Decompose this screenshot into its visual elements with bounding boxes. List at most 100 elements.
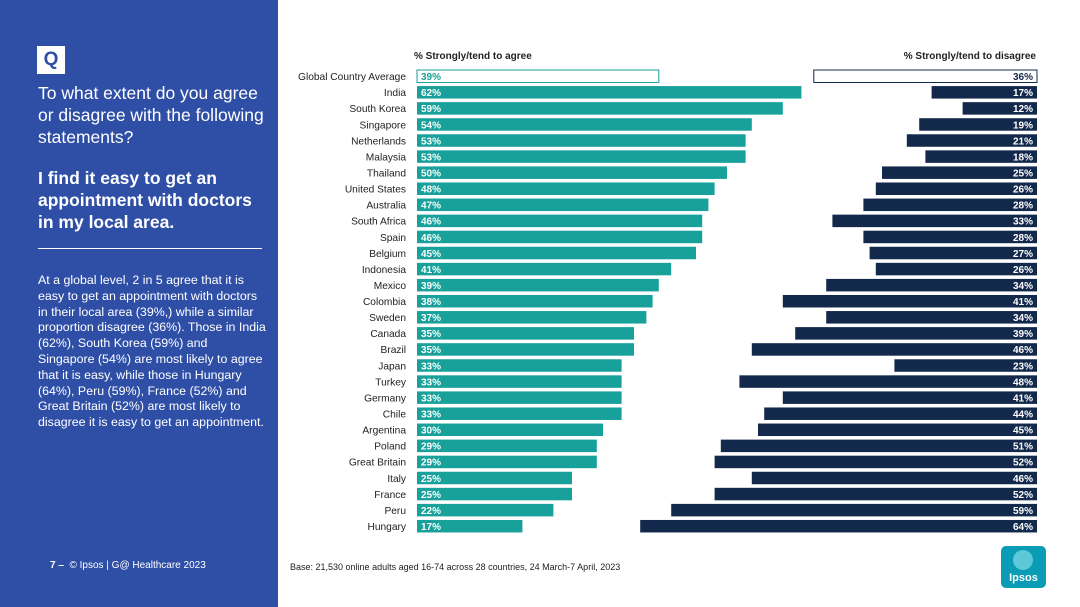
agree-value-label: 53% bbox=[421, 152, 441, 163]
question-text: To what extent do you agree or disagree … bbox=[38, 83, 264, 147]
disagree-value-label: 44% bbox=[1013, 410, 1033, 421]
disagree-bar bbox=[720, 439, 1037, 453]
agree-value-label: 46% bbox=[421, 217, 441, 228]
agree-bar bbox=[417, 118, 752, 131]
category-label: Singapore bbox=[360, 120, 407, 131]
agree-value-label: 25% bbox=[421, 474, 441, 485]
agree-bar bbox=[417, 519, 523, 533]
category-label: Japan bbox=[378, 361, 406, 372]
disagree-bar bbox=[894, 359, 1037, 372]
category-label: Indonesia bbox=[362, 265, 407, 276]
category-label: Italy bbox=[387, 474, 407, 485]
category-label: Great Britain bbox=[349, 458, 406, 469]
category-label: Germany bbox=[364, 393, 407, 404]
disagree-value-label: 19% bbox=[1013, 120, 1033, 131]
agree-header: % Strongly/tend to agree bbox=[414, 51, 532, 62]
summary-text: At a global level, 2 in 5 agree that it … bbox=[38, 273, 266, 430]
agree-value-label: 17% bbox=[421, 522, 441, 533]
disagree-bar bbox=[875, 182, 1037, 195]
category-label: Turkey bbox=[375, 377, 407, 388]
agree-value-label: 29% bbox=[421, 458, 441, 469]
agree-bar bbox=[417, 375, 622, 388]
category-label: India bbox=[384, 88, 406, 99]
category-label: Brazil bbox=[381, 345, 406, 356]
disagree-bar bbox=[906, 134, 1037, 147]
disagree-value-label: 25% bbox=[1013, 168, 1033, 179]
agree-value-label: 30% bbox=[421, 426, 441, 437]
disagree-value-label: 52% bbox=[1013, 458, 1033, 469]
agree-value-label: 62% bbox=[421, 88, 441, 99]
disagree-bar bbox=[782, 294, 1037, 308]
disagree-value-label: 34% bbox=[1013, 313, 1033, 324]
agree-bar bbox=[417, 214, 703, 228]
category-label: South Africa bbox=[351, 217, 406, 228]
agree-value-label: 33% bbox=[421, 393, 441, 404]
agree-bar bbox=[417, 407, 622, 420]
category-label: Argentina bbox=[362, 426, 406, 437]
base-note: Base: 21,530 online adults aged 16-74 ac… bbox=[290, 562, 621, 572]
category-label: Chile bbox=[383, 410, 407, 421]
agree-bar bbox=[417, 182, 715, 195]
disagree-bar bbox=[826, 311, 1037, 324]
footer-left: 7 – © Ipsos | G@ Healthcare 2023 bbox=[50, 560, 206, 571]
agree-bar bbox=[417, 471, 572, 485]
agree-bar bbox=[417, 262, 672, 276]
agree-value-label: 33% bbox=[421, 377, 441, 388]
disagree-bar bbox=[863, 230, 1037, 244]
disagree-bar bbox=[764, 407, 1037, 420]
agree-bar bbox=[417, 327, 634, 340]
disagree-bar bbox=[813, 69, 1038, 83]
agree-bar bbox=[416, 69, 660, 83]
agree-bar bbox=[417, 423, 603, 437]
disagree-bar bbox=[931, 86, 1037, 99]
disagree-value-label: 34% bbox=[1013, 281, 1033, 292]
agree-bar bbox=[417, 134, 746, 147]
disagree-value-label: 46% bbox=[1013, 474, 1033, 485]
agree-value-label: 29% bbox=[421, 442, 441, 453]
agree-bar bbox=[417, 246, 696, 260]
disagree-bar bbox=[751, 471, 1037, 485]
category-label: Colombia bbox=[363, 297, 406, 308]
agree-bar bbox=[417, 230, 703, 244]
category-label: Spain bbox=[380, 233, 406, 244]
agree-bar bbox=[417, 455, 597, 469]
divider bbox=[38, 248, 262, 249]
agree-value-label: 59% bbox=[421, 104, 441, 115]
agree-value-label: 45% bbox=[421, 249, 441, 260]
disagree-value-label: 26% bbox=[1013, 265, 1033, 276]
agree-bar bbox=[417, 439, 597, 453]
page-number: 7 – bbox=[50, 560, 64, 571]
disagree-value-label: 46% bbox=[1013, 345, 1033, 356]
category-label: Netherlands bbox=[351, 136, 406, 147]
sidebar: Q To what extent do you agree or disagre… bbox=[0, 0, 278, 607]
disagree-value-label: 36% bbox=[1013, 72, 1033, 83]
ipsos-logo: Ipsos bbox=[1001, 546, 1046, 588]
disagree-value-label: 33% bbox=[1013, 217, 1033, 228]
category-label: South Korea bbox=[349, 104, 406, 115]
category-label: United States bbox=[345, 185, 406, 196]
disagree-value-label: 52% bbox=[1013, 490, 1033, 501]
agree-value-label: 35% bbox=[421, 345, 441, 356]
disagree-value-label: 18% bbox=[1013, 152, 1033, 163]
disagree-value-label: 45% bbox=[1013, 426, 1033, 437]
agree-value-label: 22% bbox=[421, 506, 441, 517]
disagree-value-label: 41% bbox=[1013, 393, 1033, 404]
disagree-bar bbox=[714, 487, 1037, 501]
disagree-value-label: 28% bbox=[1013, 201, 1033, 212]
category-label: Malaysia bbox=[366, 152, 407, 163]
agree-value-label: 37% bbox=[421, 313, 441, 324]
agree-value-label: 39% bbox=[421, 72, 441, 83]
disagree-value-label: 12% bbox=[1013, 104, 1033, 115]
agree-bar bbox=[417, 391, 622, 404]
disagree-bar bbox=[882, 166, 1037, 179]
disagree-value-label: 21% bbox=[1013, 136, 1033, 147]
disagree-bar bbox=[671, 503, 1037, 517]
agree-value-label: 53% bbox=[421, 136, 441, 147]
agree-bar bbox=[417, 278, 659, 292]
agree-value-label: 50% bbox=[421, 168, 441, 179]
agree-bar bbox=[417, 86, 802, 99]
disagree-value-label: 39% bbox=[1013, 329, 1033, 340]
disagree-bar bbox=[826, 278, 1037, 292]
agree-value-label: 48% bbox=[421, 185, 441, 196]
agree-value-label: 33% bbox=[421, 361, 441, 372]
